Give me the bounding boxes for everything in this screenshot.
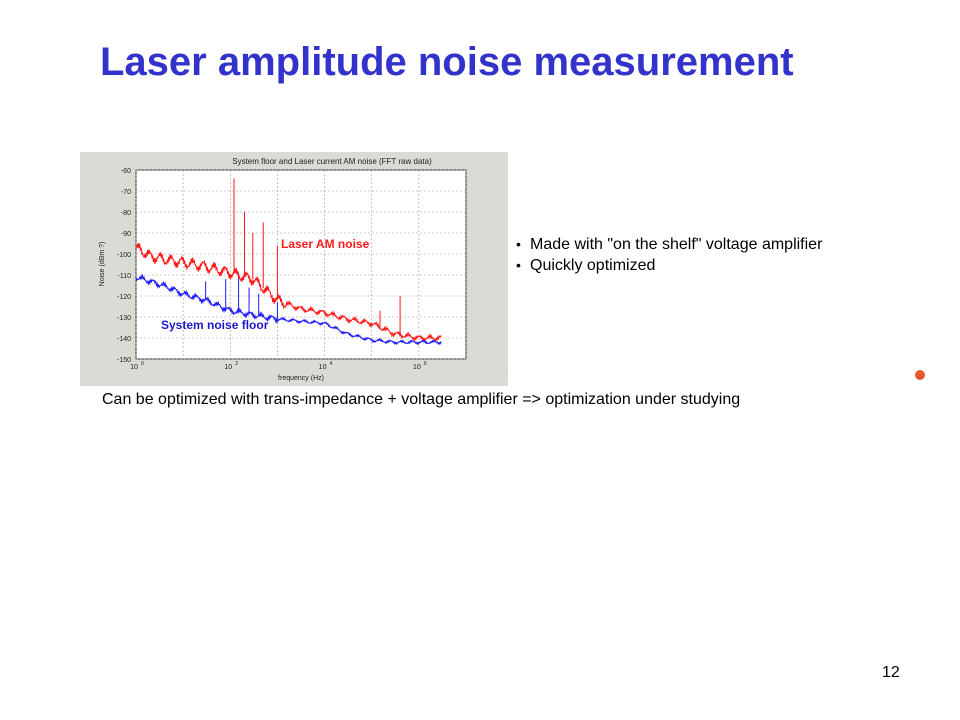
noise-chart: System floor and Laser current AM noise … xyxy=(99,157,508,382)
grid xyxy=(135,169,467,360)
legend-laser-am-noise: Laser AM noise xyxy=(281,237,370,251)
x-tick-label: 10 4 xyxy=(319,361,333,371)
x-tick-label: 10 0 xyxy=(130,361,144,371)
y-tick-label: -130 xyxy=(117,315,131,322)
y-tick-label: -120 xyxy=(117,294,131,301)
page-number: 12 xyxy=(882,664,900,681)
bullet-dot-icon: • xyxy=(516,236,521,252)
bullet-dot-icon: • xyxy=(516,257,521,273)
x-tick-exponent: 2 xyxy=(235,361,238,367)
x-tick-labels: 100102104106108 xyxy=(130,361,508,371)
x-tick-label: 10 2 xyxy=(224,361,238,371)
slide-title: Laser amplitude noise measurement xyxy=(100,40,794,84)
series-line-system-noise-floor xyxy=(135,273,442,346)
chart-panel: System floor and Laser current AM noise … xyxy=(80,152,508,386)
y-tick-label: -150 xyxy=(117,357,131,364)
x-tick-label: 108 xyxy=(507,364,508,371)
x-tick-base: 10 xyxy=(413,364,421,371)
x-tick-base: 10 xyxy=(507,364,508,371)
x-tick-exponent: 6 xyxy=(424,361,427,367)
bullet-text: Made with "on the shelf" voltage amplifi… xyxy=(530,236,823,253)
y-tick-label: -80 xyxy=(121,210,131,217)
y-tick-label: -70 xyxy=(121,189,131,196)
caption: Can be optimized with trans-impedance + … xyxy=(102,391,741,408)
y-tick-label: -60 xyxy=(121,168,131,175)
bullet-item: • Quickly optimized xyxy=(516,255,822,276)
x-tick-exponent: 4 xyxy=(330,361,333,367)
y-tick-label: -100 xyxy=(117,252,131,259)
x-tick-exponent: 0 xyxy=(141,361,144,367)
spikes xyxy=(205,178,401,335)
x-tick-base: 10 xyxy=(130,364,138,371)
series-lines xyxy=(135,242,442,346)
y-axis-label: Noise (dBm ?) xyxy=(99,242,106,287)
y-tick-label: -110 xyxy=(118,273,132,280)
legend-system-noise-floor: System noise floor xyxy=(161,318,269,332)
bullet-list: • Made with "on the shelf" voltage amplif… xyxy=(516,234,822,276)
orange-dot-icon xyxy=(915,370,925,380)
y-tick-label: -140 xyxy=(117,336,131,343)
bullet-item: • Made with "on the shelf" voltage amplif… xyxy=(516,234,822,255)
chart-title: System floor and Laser current AM noise … xyxy=(232,157,432,166)
y-tick-labels: -60 -70 -80 -90 -100 -110 -120 -130 -140 -150 xyxy=(117,168,131,364)
x-tick-base: 10 xyxy=(319,364,327,371)
x-axis-label: frequency (Hz) xyxy=(278,375,324,382)
x-tick-base: 10 xyxy=(224,364,232,371)
bullet-text: Quickly optimized xyxy=(530,257,656,274)
y-tick-label: -90 xyxy=(121,231,131,238)
series-line-laser-am-noise xyxy=(135,242,442,343)
x-tick-label: 10 6 xyxy=(413,361,427,371)
